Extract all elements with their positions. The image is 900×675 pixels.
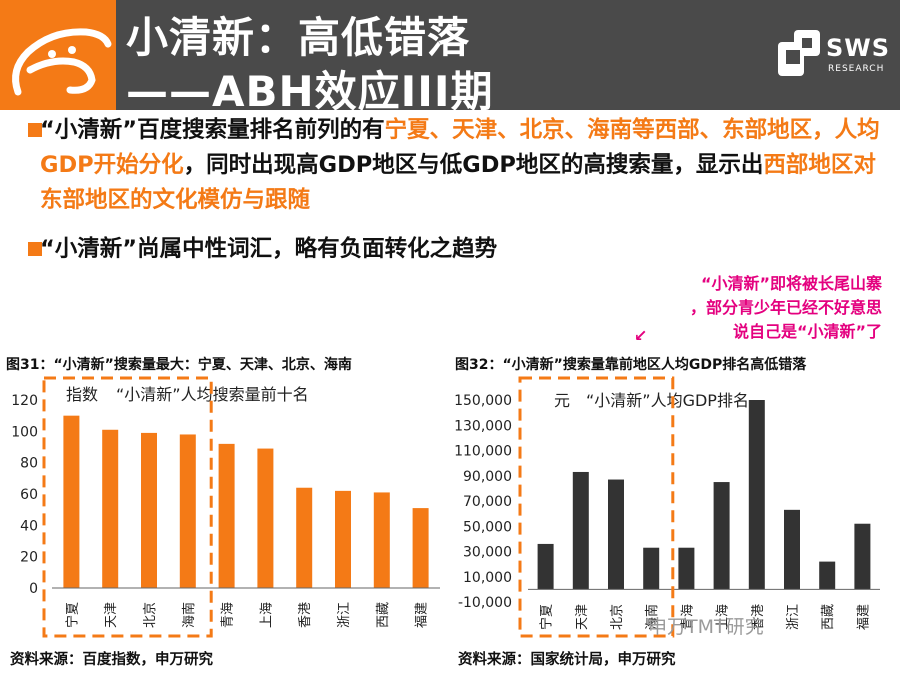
unit-label: 元 — [554, 391, 570, 410]
bar-福建 — [854, 523, 871, 590]
x-tick-label: 宁夏 — [539, 604, 555, 630]
y-tick-label: 40 — [20, 518, 38, 534]
x-tick-label: 青海 — [221, 602, 236, 628]
x-tick-label: 海南 — [644, 604, 660, 630]
bar-北京 — [608, 479, 624, 590]
y-tick-label: 150,000 — [454, 393, 512, 409]
bar-上海 — [713, 482, 730, 590]
y-tick-label: 30,000 — [463, 545, 512, 561]
bullet-text: ，同时出现高GDP地区与低GDP地区的高搜索量，显示出 — [183, 152, 764, 178]
bullet-text: “小清新”百度搜索量排名前列的有 — [40, 117, 385, 143]
bar-天津 — [102, 429, 119, 588]
y-tick-label: 100 — [11, 424, 38, 440]
y-tick-label: 90,000 — [463, 469, 512, 485]
bar-福建 — [412, 508, 429, 588]
y-tick-label: 70,000 — [463, 494, 512, 510]
gdp-per-capita-bar-chart: -10,000 10,000 30,000 50,000 70,000 90,000 110… — [454, 376, 880, 638]
x-tick-label: 天津 — [104, 602, 119, 628]
title-band: 小清新：高低错落 ——ABH效应III期 SWS RESEARCH — [116, 0, 900, 116]
bullet-highlight-text: 宁夏、天津、北京、海南等西部、东部地区，人均GDP开始分化 — [40, 117, 880, 178]
x-tick-label: 香港 — [298, 602, 313, 628]
y-tick-label: 130,000 — [454, 418, 512, 434]
series-title: “小清新”人均搜索量前十名 — [116, 385, 309, 404]
page-subtitle: ——ABH效应III期 — [126, 67, 494, 116]
y-tick-label: 10,000 — [463, 570, 512, 586]
figure-32-caption: 图32：“小清新”搜索量靠前地区人均GDP排名高低错落 — [455, 357, 807, 373]
bullet-square-icon — [28, 242, 42, 256]
bar-浙江 — [335, 490, 351, 588]
x-tick-label: 福建 — [856, 604, 871, 630]
bullet-text: “小清新”尚属中性词汇，略有负面转化之趋势 — [40, 236, 498, 262]
bar-浙江 — [784, 509, 800, 590]
bar-海南 — [643, 547, 660, 590]
x-tick-label: 上海 — [716, 604, 731, 630]
bar-香港 — [748, 400, 765, 590]
y-tick-label: 120 — [11, 393, 38, 409]
bar-西藏 — [819, 561, 836, 590]
bar-海南 — [179, 434, 196, 588]
y-tick-label: 20 — [20, 550, 38, 566]
bar-上海 — [257, 448, 274, 588]
callout-line: 说自己是“小清新”了 — [732, 322, 882, 341]
x-tick-label: 宁夏 — [64, 602, 80, 628]
bullet-highlight-text: 西部地区对东部地区的文化模仿与跟随 — [40, 152, 876, 213]
series-title: “小清新”人均GDP排名 — [586, 391, 749, 410]
highlight-box — [42, 376, 213, 638]
bar-宁夏 — [537, 543, 554, 590]
bullet-square-icon — [28, 123, 42, 137]
x-tick-label: 福建 — [415, 602, 430, 628]
y-tick-label: 80 — [20, 456, 38, 472]
x-tick-label: 西藏 — [821, 604, 836, 630]
x-tick-label: 北京 — [143, 602, 158, 628]
y-tick-label: 0 — [29, 581, 38, 597]
x-tick-label: 北京 — [610, 604, 625, 630]
y-tick-label: 60 — [20, 487, 38, 503]
header: 小清新：高低错落 ——ABH效应III期 SWS RESEARCH — [0, 0, 900, 116]
unit-label: 指数 — [66, 385, 98, 404]
x-tick-label: 香港 — [751, 604, 766, 630]
figure-31-caption: 图31：“小清新”搜索量最大：宁夏、天津、北京、海南 — [6, 357, 352, 373]
sws-logo-text: SWS — [826, 34, 891, 62]
search-volume-bar-chart: 0 20 40 60 80 100 120 宁夏 天津 北京 海南 青海 上海 香港 浙江 西藏 福建 指数 “小清… — [11, 376, 440, 638]
x-tick-label: 浙江 — [786, 604, 801, 630]
bullet-point-2: “小清新”尚属中性词汇，略有负面转化之趋势 — [28, 232, 880, 267]
callout-line: ，部分青少年已经不好意思 — [689, 298, 882, 317]
sws-logo-subtext: RESEARCH — [828, 64, 885, 74]
y-tick-label: 110,000 — [454, 444, 512, 460]
watermark-text: 申万TMT研究 — [648, 616, 764, 638]
x-tick-label: 天津 — [575, 604, 590, 630]
bar-青海 — [218, 443, 235, 588]
bar-西藏 — [373, 492, 390, 588]
bar-青海 — [678, 547, 695, 590]
alibaba-logo — [0, 0, 116, 110]
x-tick-label: 青海 — [680, 604, 695, 630]
source-note-1: 资料来源：百度指数，申万研究 — [10, 652, 213, 668]
x-tick-label: 海南 — [181, 602, 197, 628]
x-tick-label: 浙江 — [337, 602, 352, 628]
page-title: 小清新：高低错落 — [126, 13, 471, 62]
bar-香港 — [296, 487, 313, 588]
y-tick-label: 50,000 — [463, 519, 512, 535]
bar-北京 — [141, 432, 157, 588]
arrow-down-left-icon: ↙ — [634, 326, 648, 345]
sws-research-logo: SWS RESEARCH — [776, 28, 889, 84]
bullet-point-1: “小清新”百度搜索量排名前列的有宁夏、天津、北京、海南等西部、东部地区，人均GD… — [28, 113, 880, 218]
highlight-box — [518, 376, 675, 638]
sws-mark-icon — [778, 30, 820, 76]
callout-note: “小清新”即将被长尾山寨 ，部分青少年已经不好意思 说自己是“小清新”了 — [642, 272, 882, 344]
bar-宁夏 — [63, 415, 80, 588]
callout-line: “小清新”即将被长尾山寨 — [700, 274, 882, 293]
bar-天津 — [572, 471, 589, 590]
y-tick-label: -10,000 — [458, 595, 512, 611]
x-tick-label: 西藏 — [376, 602, 391, 628]
x-tick-label: 上海 — [259, 602, 274, 628]
source-note-2: 资料来源：国家统计局，申万研究 — [458, 652, 676, 668]
